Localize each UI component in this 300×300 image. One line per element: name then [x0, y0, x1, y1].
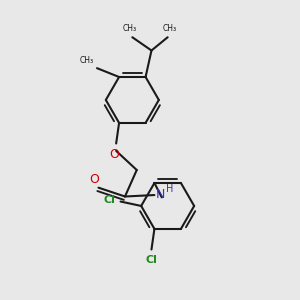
Text: H: H — [166, 184, 173, 194]
Text: CH₃: CH₃ — [163, 24, 177, 33]
Text: CH₃: CH₃ — [123, 24, 137, 33]
Text: Cl: Cl — [103, 195, 115, 205]
Text: O: O — [89, 173, 99, 186]
Text: O: O — [110, 148, 120, 161]
Text: Cl: Cl — [146, 255, 158, 265]
Text: CH₃: CH₃ — [80, 56, 94, 65]
Text: N: N — [156, 188, 165, 201]
